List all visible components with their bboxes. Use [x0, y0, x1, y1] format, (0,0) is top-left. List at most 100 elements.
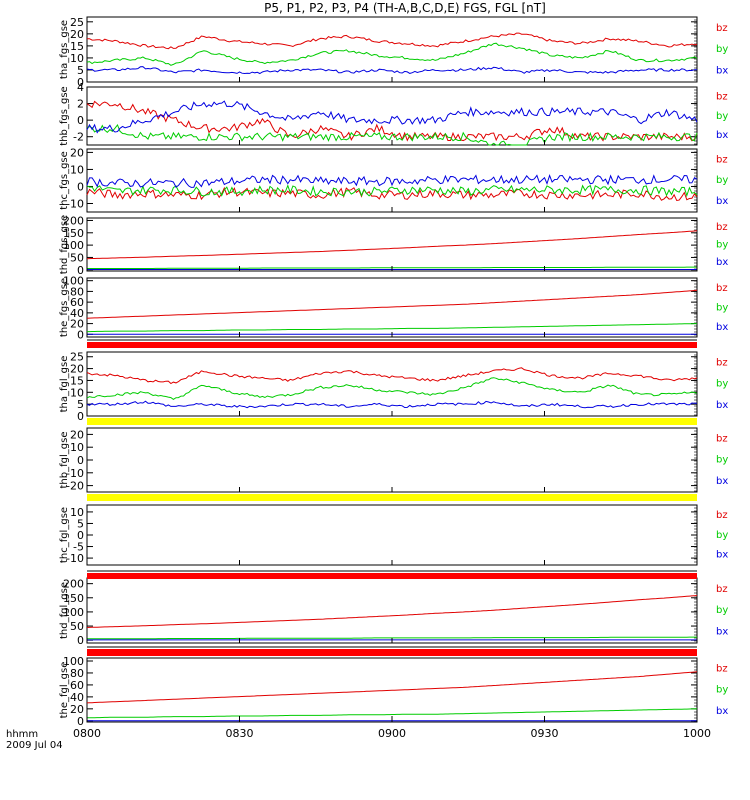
legend-bz: bz [716, 154, 728, 165]
legend-bx: bx [716, 550, 728, 561]
legend-bz: bz [716, 664, 728, 675]
x-tick-label: 0830 [226, 727, 254, 740]
panel-frame [86, 148, 698, 213]
y-tick-label: 20 [70, 146, 84, 159]
y-tick-label: 10 [70, 506, 84, 519]
y-tick-label: 0 [77, 114, 84, 127]
series-line-bx [86, 66, 698, 75]
y-tick-label: 0 [77, 328, 84, 341]
y-axis-label: thd_fgs_gse [59, 215, 70, 274]
x-tick-label: 0900 [378, 727, 406, 740]
legend-by: by [716, 239, 728, 250]
series-line-by [87, 323, 697, 333]
y-tick-label: 5 [77, 64, 84, 77]
legend-bx: bx [716, 196, 728, 207]
legend-by: by [716, 685, 728, 696]
y-tick-label: 0 [77, 264, 84, 277]
y-tick-label: 5 [77, 517, 84, 530]
legend-bz: bz [716, 510, 728, 521]
y-axis-label: the_fgs_gse [59, 278, 70, 337]
series-line-bz [86, 100, 698, 142]
y-tick-label: 0 [77, 180, 84, 193]
series-line-bx [86, 400, 698, 409]
y-tick-label: 40 [70, 691, 84, 704]
status-bar-red [87, 342, 697, 348]
y-tick-label: -5 [73, 541, 84, 554]
legend-bz: bz [716, 92, 728, 103]
status-bars [87, 339, 697, 656]
legend-bx: bx [716, 706, 728, 717]
legend-bx: bx [716, 66, 728, 77]
y-tick-label: 100 [63, 275, 84, 288]
series-line-by [87, 708, 698, 719]
series-line-by [86, 184, 698, 198]
y-tick-label: 4 [77, 81, 84, 94]
y-tick-label: 25 [70, 351, 84, 364]
date-label: 2009 Jul 04 [6, 740, 63, 751]
y-tick-label: 40 [70, 307, 84, 320]
series-line-bz [86, 289, 698, 319]
y-tick-label: 100 [63, 239, 84, 252]
legend-by: by [716, 379, 728, 390]
y-tick-label: 0 [77, 410, 84, 423]
legend-by: by [716, 111, 728, 122]
legend-by: by [716, 44, 728, 55]
y-axis-label: thb_fgl_gse [59, 432, 70, 489]
series-line-bz [87, 32, 698, 50]
legend-by: by [716, 455, 728, 466]
y-tick-label: 60 [70, 296, 84, 309]
x-tick-label: 1000 [683, 727, 711, 740]
y-axis-label: the_fgl_gse [59, 662, 70, 719]
legend-bx: bx [716, 257, 728, 268]
series-line-by [87, 636, 697, 640]
y-tick-label: 0 [77, 454, 84, 467]
legend-by: by [716, 175, 728, 186]
status-bar-red [87, 649, 697, 656]
y-tick-label: -2 [73, 131, 84, 144]
y-tick-label: 0 [77, 715, 84, 728]
series-line-by [86, 124, 698, 146]
y-tick-label: 0 [77, 634, 84, 647]
y-tick-label: 20 [70, 703, 84, 716]
y-tick-label: 100 [63, 655, 84, 668]
panel-frame [86, 16, 698, 83]
y-tick-label: -20 [66, 480, 84, 493]
y-tick-label: 50 [70, 251, 84, 264]
legend-bz: bz [716, 222, 728, 233]
legend-bx: bx [716, 400, 728, 411]
y-tick-label: 200 [63, 214, 84, 227]
y-tick-label: 0 [77, 529, 84, 542]
y-tick-label: 10 [70, 52, 84, 65]
panel-frame [86, 577, 698, 644]
y-tick-label: 20 [70, 28, 84, 41]
legend-by: by [716, 302, 728, 313]
legend-bz: bz [716, 358, 728, 369]
y-tick-label: 80 [70, 667, 84, 680]
y-tick-label: 150 [63, 592, 84, 605]
legend-by: by [716, 530, 728, 541]
series-line-bz [86, 367, 698, 385]
status-bar-red [87, 573, 697, 579]
y-tick-label: 200 [63, 578, 84, 591]
y-tick-label: 10 [70, 163, 84, 176]
legend-bz: bz [716, 23, 728, 34]
y-tick-label: 150 [63, 227, 84, 240]
legend-by: by [716, 605, 728, 616]
x-axis-unit-label: hhmm [6, 729, 39, 740]
legend-bx: bx [716, 627, 728, 638]
status-bar-yellow [87, 494, 697, 501]
y-tick-label: 0 [77, 76, 84, 89]
y-axis-label: thc_fgs_gse [59, 151, 70, 210]
legend-bx: bx [716, 476, 728, 487]
series-line-bz [86, 595, 698, 628]
y-tick-label: 2 [77, 98, 84, 111]
